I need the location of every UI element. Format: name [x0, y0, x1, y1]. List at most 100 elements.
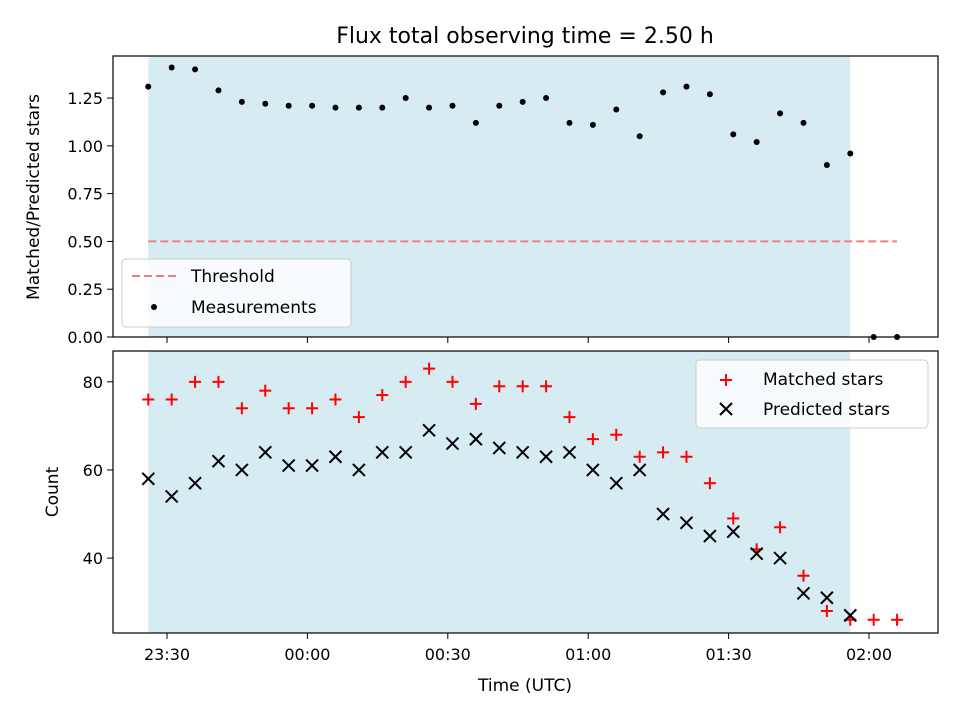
matched-star-point	[142, 393, 155, 406]
matched-star-point	[586, 433, 599, 446]
matched-star-point	[352, 411, 365, 424]
measurement-point	[543, 95, 550, 102]
bottom-panel: 40 60 80 23:30 00:00 00:30 01:00 01:30 02:00 Ti…	[43, 350, 939, 696]
matched-star-point	[891, 613, 904, 626]
matched-star-point	[399, 375, 412, 388]
x-tick-label: 00:30	[425, 645, 471, 664]
predicted-star-point	[281, 458, 296, 473]
predicted-star-point	[539, 450, 553, 464]
measurement-point	[379, 104, 386, 111]
top-y-tick-label: 0.00	[67, 328, 103, 347]
matched-star-point	[680, 450, 693, 463]
predicted-star-point	[492, 441, 506, 455]
matched-star-point	[189, 375, 202, 388]
x-tick-label: 00:00	[284, 645, 330, 664]
measurement-point	[636, 133, 643, 140]
predicted-star-point	[796, 586, 811, 601]
predicted-star-point	[726, 524, 740, 539]
matched-star-point	[540, 380, 553, 393]
top-y-tick-label: 1.25	[67, 89, 103, 108]
predicted-star-point	[422, 423, 436, 438]
predicted-star-point	[656, 507, 670, 521]
matched-star-point	[563, 411, 576, 424]
measurement-point	[753, 139, 760, 146]
top-y-tick-label: 1.00	[67, 137, 103, 156]
matched-star-point	[657, 446, 670, 459]
matched-star-point	[306, 402, 319, 415]
predicted-star-point	[445, 436, 460, 451]
measurement-point	[589, 121, 596, 128]
legend-matched-swatch	[720, 374, 732, 386]
matched-star-point	[329, 393, 342, 406]
measurement-point	[613, 106, 620, 113]
measurement-point	[285, 102, 292, 109]
measurement-point	[683, 83, 690, 90]
matched-star-point	[727, 512, 740, 525]
matched-star-point	[774, 521, 787, 534]
measurement-point	[566, 119, 573, 126]
top-panel: 0.00 0.25 0.50 0.75 1.00 1.25 Flux total obse…	[24, 24, 939, 347]
predicted-star-point	[469, 432, 483, 446]
predicted-star-point	[703, 529, 717, 543]
measurement-point	[238, 98, 245, 105]
measurement-point	[355, 104, 362, 111]
predicted-star-point	[632, 463, 647, 477]
predicted-star-point	[609, 476, 623, 490]
predicted-star-point	[352, 463, 366, 477]
measurement-point	[332, 104, 339, 111]
top-marks-layer	[145, 64, 901, 340]
predicted-star-point	[398, 445, 413, 460]
x-tick-label: 01:00	[565, 645, 611, 664]
measurement-point	[777, 110, 784, 117]
bottom-y-tick-label: 40	[83, 549, 103, 568]
measurement-point	[449, 102, 456, 109]
predicted-star-point	[586, 463, 600, 477]
measurement-point	[800, 119, 807, 126]
measurement-point	[215, 87, 222, 94]
predicted-star-point	[562, 445, 577, 460]
bottom-y-axis: 40 60 80	[83, 373, 113, 568]
x-tick-label: 01:30	[706, 645, 752, 664]
predicted-star-point	[749, 546, 764, 561]
top-legend: Threshold Measurements	[121, 258, 352, 328]
predicted-star-point	[773, 551, 787, 565]
measurement-point	[402, 95, 409, 102]
measurement-point	[309, 102, 316, 109]
matched-star-point	[703, 477, 716, 490]
chart-title: Flux total observing time = 2.50 h	[336, 24, 714, 49]
measurement-point	[823, 161, 830, 168]
matched-star-point	[235, 402, 248, 415]
predicted-star-point	[843, 608, 857, 623]
bottom-plot-frame	[112, 350, 939, 634]
top-plot-frame	[112, 55, 939, 338]
predicted-star-point	[235, 463, 249, 477]
predicted-star-point	[820, 591, 834, 605]
measurement-point	[262, 100, 269, 107]
matched-star-point	[446, 375, 459, 388]
predicted-star-point	[305, 458, 319, 473]
measurement-point	[706, 91, 713, 98]
top-y-axis-label: Matched/Predicted stars	[24, 94, 44, 300]
legend-predicted-swatch	[719, 402, 733, 416]
legend-matched-label: Matched stars	[763, 370, 883, 390]
predicted-star-point	[679, 516, 694, 530]
x-axis-label: Time (UTC)	[477, 676, 572, 696]
predicted-star-point	[141, 472, 155, 486]
measurement-point	[472, 119, 479, 126]
matched-star-point	[212, 375, 225, 388]
top-y-tick-label: 0.50	[67, 232, 103, 251]
predicted-star-point	[328, 450, 343, 464]
measurement-point	[730, 131, 737, 138]
matched-star-point	[259, 384, 272, 397]
matched-star-point	[165, 393, 178, 406]
legend-threshold-label: Threshold	[190, 267, 275, 287]
measurement-point	[847, 150, 854, 157]
predicted-star-point	[258, 445, 272, 460]
measurement-point	[496, 102, 503, 109]
bottom-y-axis-label: Count	[43, 466, 63, 517]
predicted-star-point	[164, 489, 179, 504]
matched-star-point	[820, 604, 833, 617]
legend-measurements-label: Measurements	[191, 298, 317, 318]
matched-star-point	[282, 402, 295, 415]
